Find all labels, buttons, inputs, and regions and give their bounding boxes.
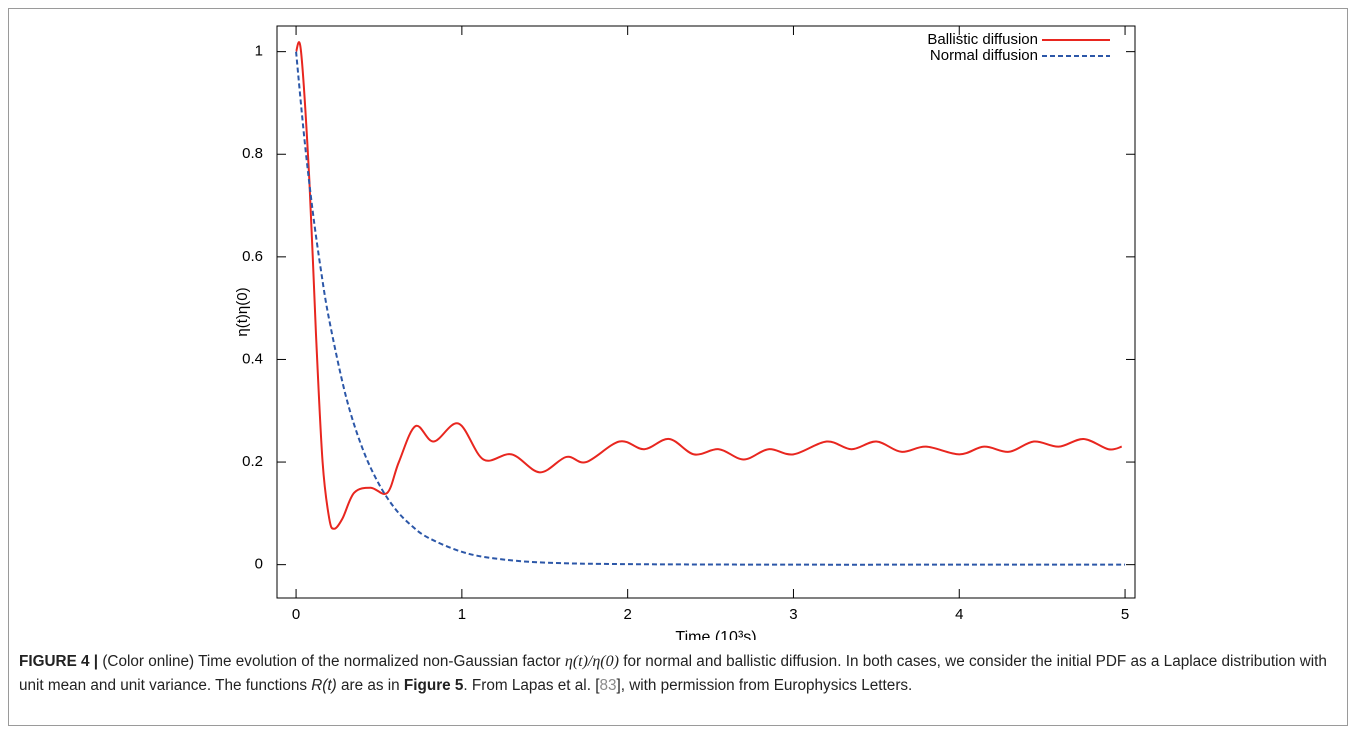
caption-segment: R(t) — [311, 677, 337, 694]
y-tick-label: 0.6 — [242, 248, 263, 265]
x-tick-label: 5 — [1121, 606, 1129, 623]
figure-frame — [8, 8, 1348, 726]
y-axis-label: η(t)η(0) — [234, 287, 251, 336]
caption-segment: ], with permission from Europhysics Lett… — [616, 677, 913, 694]
series-line — [295, 41, 1123, 530]
y-tick-label: 1 — [255, 43, 263, 60]
caption-segment: 83 — [599, 677, 617, 694]
x-tick-label: 1 — [458, 606, 466, 623]
plot-frame — [276, 25, 1136, 599]
legend-label: Normal diffusion — [930, 47, 1038, 64]
y-tick-label: 0.4 — [242, 350, 263, 367]
x-tick-label: 0 — [292, 606, 300, 623]
caption: FIGURE 4 | (Color online) Time evolution… — [19, 650, 1341, 698]
caption-segment: for normal and ballistic diffusion. In b… — [19, 653, 1327, 694]
caption-segment: FIGURE 4 | — [19, 653, 99, 670]
x-tick-label: 3 — [789, 606, 797, 623]
x-axis-label: Time (10³s) — [675, 629, 756, 640]
y-tick-label: 0 — [255, 556, 263, 573]
caption-segment: η(t)/η(0) — [564, 653, 619, 670]
chart: η(t)η(0) Time (10³s) 0 0.2 0.4 0.6 0.8 1 0 1 2 3 4… — [234, 25, 1136, 640]
y-tick-label: 0.2 — [242, 453, 263, 470]
caption-segment: are as in — [336, 677, 404, 694]
series-line — [295, 51, 1126, 566]
x-tick-label: 2 — [623, 606, 631, 623]
caption-segment: (Color online) Time evolution of the nor… — [98, 653, 565, 670]
caption-segment: Figure 5 — [403, 677, 464, 694]
x-tick-label: 4 — [955, 606, 963, 623]
y-tick-label: 0.8 — [242, 145, 263, 162]
legend-label: Ballistic diffusion — [927, 31, 1038, 48]
caption-segment: . From Lapas et al. [ — [463, 677, 600, 694]
